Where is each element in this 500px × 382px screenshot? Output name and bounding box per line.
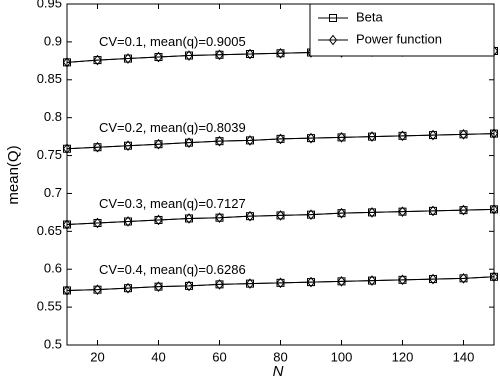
x-tick-label: 20 — [90, 349, 104, 364]
marker-diamond — [276, 133, 285, 145]
marker-diamond — [459, 204, 468, 216]
x-tick-label: 100 — [331, 349, 353, 364]
marker-diamond — [306, 209, 316, 220]
marker-diamond — [337, 132, 346, 143]
y-tick-label: 0.55 — [37, 299, 62, 314]
y-tick-label: 0.65 — [37, 223, 62, 238]
annotation: CV=0.4, mean(q)=0.6286 — [99, 262, 246, 277]
marker-diamond — [489, 128, 499, 139]
x-tick-label: 140 — [453, 349, 475, 364]
marker-diamond — [489, 204, 499, 215]
marker-diamond — [306, 276, 316, 288]
marker-diamond — [245, 278, 255, 289]
marker-diamond — [489, 271, 499, 283]
marker-diamond — [215, 279, 224, 290]
marker-diamond — [62, 143, 72, 155]
marker-diamond — [154, 214, 163, 226]
marker-diamond — [123, 282, 133, 294]
marker-diamond — [367, 131, 377, 142]
x-tick-label: 40 — [151, 349, 165, 364]
marker-diamond — [276, 210, 285, 221]
legend-label: Beta — [356, 9, 384, 24]
marker-diamond — [306, 132, 316, 144]
marker-diamond — [62, 57, 72, 68]
y-tick-label: 0.6 — [44, 261, 62, 276]
marker-diamond — [428, 273, 438, 285]
series-line — [66, 276, 495, 291]
marker-diamond — [328, 34, 338, 46]
y-tick-label: 0.8 — [44, 109, 62, 124]
marker-diamond — [245, 48, 255, 60]
x-axis-label: N — [273, 363, 284, 380]
marker-diamond — [154, 281, 163, 292]
marker-diamond — [245, 210, 255, 222]
marker-diamond — [184, 50, 194, 61]
x-tick-label: 60 — [212, 349, 226, 364]
marker-diamond — [154, 138, 163, 150]
marker-diamond — [93, 141, 102, 153]
marker-diamond — [123, 140, 133, 152]
y-tick-label: 0.75 — [37, 147, 62, 162]
marker-diamond — [337, 207, 346, 219]
marker-diamond — [184, 137, 194, 148]
marker-diamond — [428, 129, 438, 141]
legend-box — [309, 3, 495, 57]
legend-label: Power function — [356, 31, 442, 46]
marker-diamond — [459, 273, 468, 284]
marker-diamond — [276, 277, 285, 289]
marker-diamond — [93, 284, 102, 295]
marker-diamond — [245, 135, 255, 146]
series-line — [66, 208, 495, 226]
marker-square — [329, 14, 337, 22]
y-tick-label: 0.9 — [44, 33, 62, 48]
y-tick-label: 0.85 — [37, 71, 62, 86]
annotation: CV=0.2, mean(q)=0.8039 — [99, 120, 246, 135]
marker-diamond — [93, 54, 102, 66]
marker-diamond — [398, 206, 407, 217]
marker-diamond — [123, 216, 133, 227]
annotation: CV=0.3, mean(q)=0.7127 — [99, 196, 246, 211]
marker-diamond — [215, 49, 224, 61]
marker-diamond — [276, 47, 285, 59]
marker-diamond — [337, 276, 346, 287]
marker-diamond — [62, 219, 72, 230]
marker-diamond — [93, 217, 102, 229]
marker-diamond — [184, 280, 194, 292]
y-tick-label: 0.7 — [44, 185, 62, 200]
annotation: CV=0.1, mean(q)=0.9005 — [99, 34, 246, 49]
y-tick-label: 0.95 — [37, 0, 62, 10]
x-tick-label: 120 — [392, 349, 414, 364]
x-tick-label: 80 — [273, 349, 287, 364]
marker-diamond — [215, 212, 224, 224]
marker-diamond — [154, 51, 163, 63]
marker-diamond — [367, 275, 377, 286]
marker-diamond — [215, 135, 224, 147]
marker-diamond — [184, 213, 194, 224]
marker-diamond — [123, 53, 133, 64]
marker-diamond — [62, 285, 72, 296]
y-axis-label: mean(Q) — [5, 145, 22, 204]
marker-diamond — [398, 274, 407, 286]
marker-diamond — [367, 207, 377, 218]
marker-diamond — [428, 205, 438, 217]
marker-diamond — [459, 129, 468, 140]
series-line — [66, 133, 495, 150]
y-tick-label: 0.5 — [44, 336, 62, 351]
marker-diamond — [398, 130, 407, 142]
